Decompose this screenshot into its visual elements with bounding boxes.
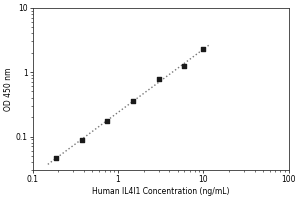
Point — [156, 77, 161, 81]
Point — [201, 47, 206, 50]
Point — [79, 138, 84, 142]
Point — [131, 100, 136, 103]
Point — [54, 156, 58, 159]
Point — [182, 64, 187, 67]
Y-axis label: OD 450 nm: OD 450 nm — [4, 67, 13, 111]
Point — [105, 119, 110, 122]
X-axis label: Human IL4I1 Concentration (ng/mL): Human IL4I1 Concentration (ng/mL) — [92, 187, 230, 196]
